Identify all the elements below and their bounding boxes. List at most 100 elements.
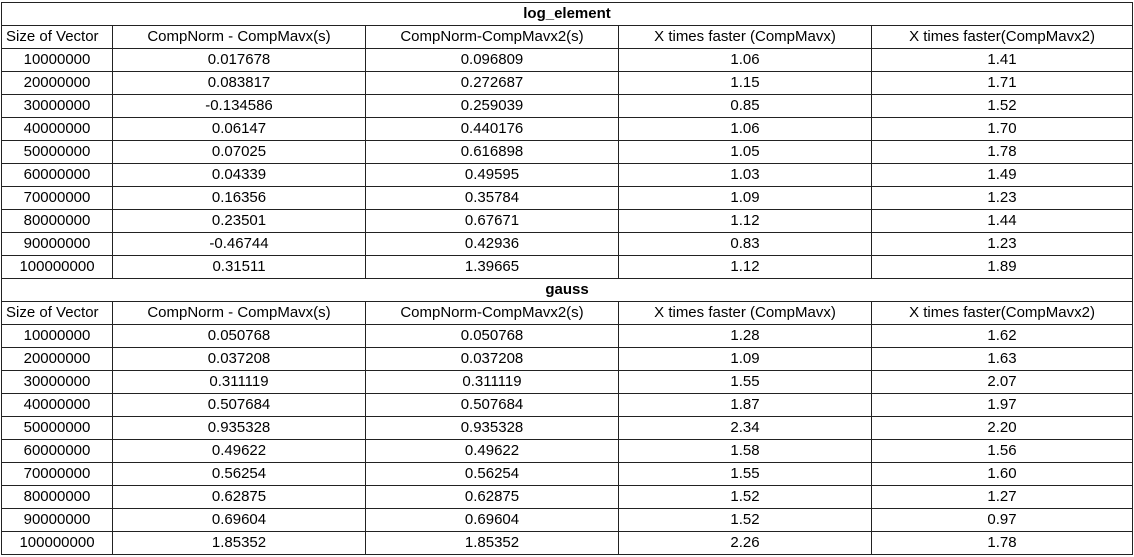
table-cell: 0.037208 <box>365 347 619 371</box>
column-header: CompNorm-CompMavx2(s) <box>365 301 619 325</box>
table-cell: 1.41 <box>870 48 1134 72</box>
table-cell: 1.70 <box>870 117 1134 141</box>
table-cell: 2.20 <box>870 416 1134 440</box>
table-cell: 2.26 <box>618 531 872 555</box>
table-cell: 30000000 <box>1 370 113 394</box>
table-row: 60000000 0.49622 0.49622 1.58 1.56 <box>1 439 1134 463</box>
table-cell: 0.037208 <box>112 347 366 371</box>
table-cell: 0.49595 <box>365 163 619 187</box>
table-row: 60000000 0.04339 0.49595 1.03 1.49 <box>1 163 1134 187</box>
table-cell: 0.04339 <box>112 163 366 187</box>
table-cell: 0.83 <box>618 232 872 256</box>
table-cell: 1.78 <box>870 531 1134 555</box>
table-cell: 1.49 <box>870 163 1134 187</box>
table-cell: 1.05 <box>618 140 872 164</box>
table-row: 50000000 0.07025 0.616898 1.05 1.78 <box>1 140 1134 164</box>
column-header: Size of Vector <box>1 301 113 325</box>
table-cell: 0.017678 <box>112 48 366 72</box>
table-cell: 100000000 <box>1 531 113 555</box>
table-cell: 0.311119 <box>365 370 619 394</box>
table-cell: 50000000 <box>1 140 113 164</box>
table-cell: 90000000 <box>1 232 113 256</box>
table-cell: 40000000 <box>1 393 113 417</box>
table-cell: 0.440176 <box>365 117 619 141</box>
table-cell: 1.12 <box>618 255 872 279</box>
column-header: CompNorm - CompMavx(s) <box>112 301 366 325</box>
table-cell: 1.85352 <box>112 531 366 555</box>
section-title-row: log_element <box>0 2 1134 26</box>
table-cell: 0.083817 <box>112 71 366 95</box>
table-cell: 0.935328 <box>365 416 619 440</box>
table-row: 10000000 0.050768 0.050768 1.28 1.62 <box>1 324 1134 348</box>
table-cell: 0.56254 <box>112 462 366 486</box>
table-cell: 1.85352 <box>365 531 619 555</box>
table-cell: 80000000 <box>1 209 113 233</box>
header-row: Size of Vector CompNorm - CompMavx(s) Comp… <box>1 301 1134 325</box>
table-cell: 1.44 <box>870 209 1134 233</box>
table-cell: 1.60 <box>870 462 1134 486</box>
section-title: gauss <box>0 278 1134 302</box>
column-header: X times faster (CompMavx) <box>618 25 872 49</box>
section-title-row: gauss <box>0 278 1134 302</box>
column-header: X times faster(CompMavx2) <box>870 301 1134 325</box>
table-row: 10000000 0.017678 0.096809 1.06 1.41 <box>1 48 1134 72</box>
table-cell: 0.31511 <box>112 255 366 279</box>
table-cell: 0.935328 <box>112 416 366 440</box>
column-header: X times faster (CompMavx) <box>618 301 872 325</box>
table-cell: 0.62875 <box>365 485 619 509</box>
table-cell: 0.616898 <box>365 140 619 164</box>
table-cell: 0.42936 <box>365 232 619 256</box>
section-title: log_element <box>0 2 1134 26</box>
table-cell: 20000000 <box>1 347 113 371</box>
table-row: 90000000 -0.46744 0.42936 0.83 1.23 <box>1 232 1134 256</box>
table-cell: 1.27 <box>870 485 1134 509</box>
table-row: 100000000 1.85352 1.85352 2.26 1.78 <box>1 531 1134 555</box>
table-cell: 1.23 <box>870 186 1134 210</box>
table-cell: 70000000 <box>1 462 113 486</box>
table-cell: 0.56254 <box>365 462 619 486</box>
table-cell: 1.63 <box>870 347 1134 371</box>
table-cell: 1.52 <box>618 485 872 509</box>
table-cell: 1.55 <box>618 462 872 486</box>
table-cell: 0.06147 <box>112 117 366 141</box>
table-cell: 80000000 <box>1 485 113 509</box>
table-cell: 0.096809 <box>365 48 619 72</box>
table-cell: 0.050768 <box>365 324 619 348</box>
table-cell: 0.507684 <box>365 393 619 417</box>
table-cell: 50000000 <box>1 416 113 440</box>
table-cell: 40000000 <box>1 117 113 141</box>
table-cell: 20000000 <box>1 71 113 95</box>
table-row: 90000000 0.69604 0.69604 1.52 0.97 <box>1 508 1134 532</box>
table-cell: 100000000 <box>1 255 113 279</box>
table-cell: 0.85 <box>618 94 872 118</box>
table-cell: 0.311119 <box>112 370 366 394</box>
table-cell: 1.06 <box>618 117 872 141</box>
table-cell: 1.97 <box>870 393 1134 417</box>
table-row: 50000000 0.935328 0.935328 2.34 2.20 <box>1 416 1134 440</box>
table-row: 30000000 0.311119 0.311119 1.55 2.07 <box>1 370 1134 394</box>
table-row: 100000000 0.31511 1.39665 1.12 1.89 <box>1 255 1134 279</box>
table-cell: 1.87 <box>618 393 872 417</box>
table-cell: 0.49622 <box>112 439 366 463</box>
table-cell: 1.39665 <box>365 255 619 279</box>
table-cell: -0.46744 <box>112 232 366 256</box>
table-cell: 0.49622 <box>365 439 619 463</box>
table-row: 40000000 0.507684 0.507684 1.87 1.97 <box>1 393 1134 417</box>
table-cell: 1.12 <box>618 209 872 233</box>
column-header: X times faster(CompMavx2) <box>870 25 1134 49</box>
table-cell: 0.272687 <box>365 71 619 95</box>
column-header: CompNorm - CompMavx(s) <box>112 25 366 49</box>
table-cell: 1.09 <box>618 186 872 210</box>
table-cell: 0.16356 <box>112 186 366 210</box>
table-cell: 1.62 <box>870 324 1134 348</box>
table-cell: 0.97 <box>870 508 1134 532</box>
table-cell: 1.52 <box>870 94 1134 118</box>
table-cell: 1.78 <box>870 140 1134 164</box>
table-cell: 1.56 <box>870 439 1134 463</box>
table-cell: 1.58 <box>618 439 872 463</box>
table-cell: 2.07 <box>870 370 1134 394</box>
table-cell: 0.69604 <box>365 508 619 532</box>
table-cell: 90000000 <box>1 508 113 532</box>
column-header: CompNorm-CompMavx2(s) <box>365 25 619 49</box>
table-row: 20000000 0.083817 0.272687 1.15 1.71 <box>1 71 1134 95</box>
